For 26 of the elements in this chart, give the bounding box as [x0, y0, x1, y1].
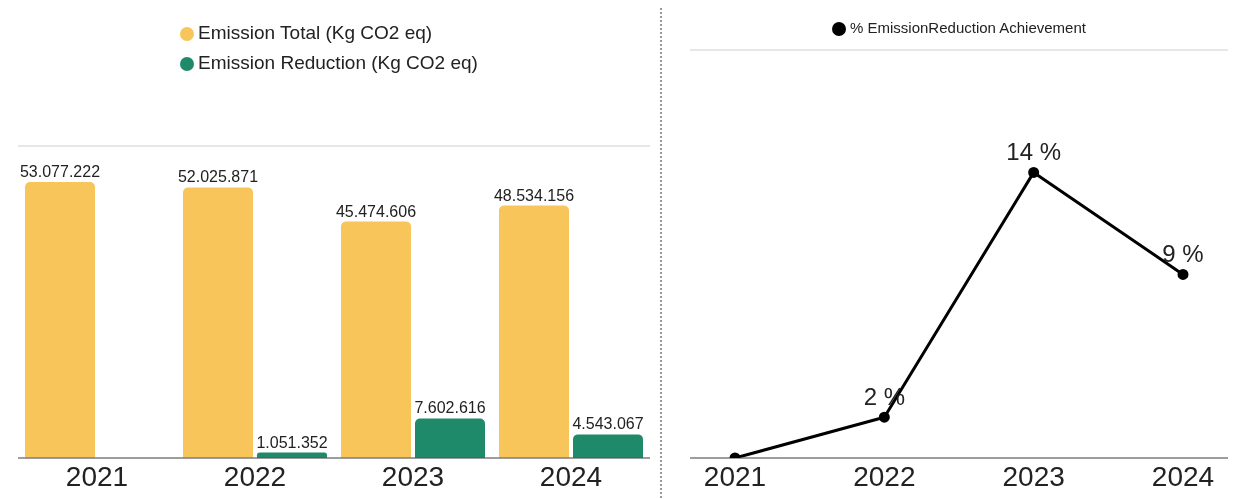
x-tick-label: 2021 [65, 460, 129, 492]
data-label: 1.051.352 [256, 433, 328, 451]
data-label: 4.543.067 [572, 415, 644, 433]
data-label: 53.077.222 [19, 163, 101, 180]
x-tick-label: 2023 [381, 460, 445, 492]
x-tick-label: 2022 [223, 460, 287, 492]
x-tick-label: 2023 [1002, 460, 1065, 492]
x-tick-label: 2024 [539, 460, 603, 492]
x-tick-label: 2021 [703, 460, 767, 492]
x-tick-label: 2024 [1151, 460, 1215, 492]
data-label: 52.025.871 [177, 168, 259, 186]
data-label: 7.602.616 [414, 399, 486, 417]
legend-label: Emission Total (Kg CO2 eq) [198, 22, 433, 43]
bar [573, 434, 643, 458]
bar [499, 205, 569, 458]
data-label: 14 % [1006, 138, 1062, 166]
bar [415, 418, 485, 458]
legend-label: Emission Reduction (Kg CO2 eq) [198, 52, 478, 73]
bar [341, 221, 411, 458]
x-tick-label: 2022 [853, 460, 916, 492]
data-label: 48.534.156 [493, 186, 575, 204]
legend-label: % EmissionReduction Achievement [850, 19, 1086, 36]
bar [183, 187, 253, 458]
bar [25, 182, 95, 458]
data-label: 45.474.606 [335, 202, 417, 220]
data-label: 9 % [1162, 240, 1204, 268]
